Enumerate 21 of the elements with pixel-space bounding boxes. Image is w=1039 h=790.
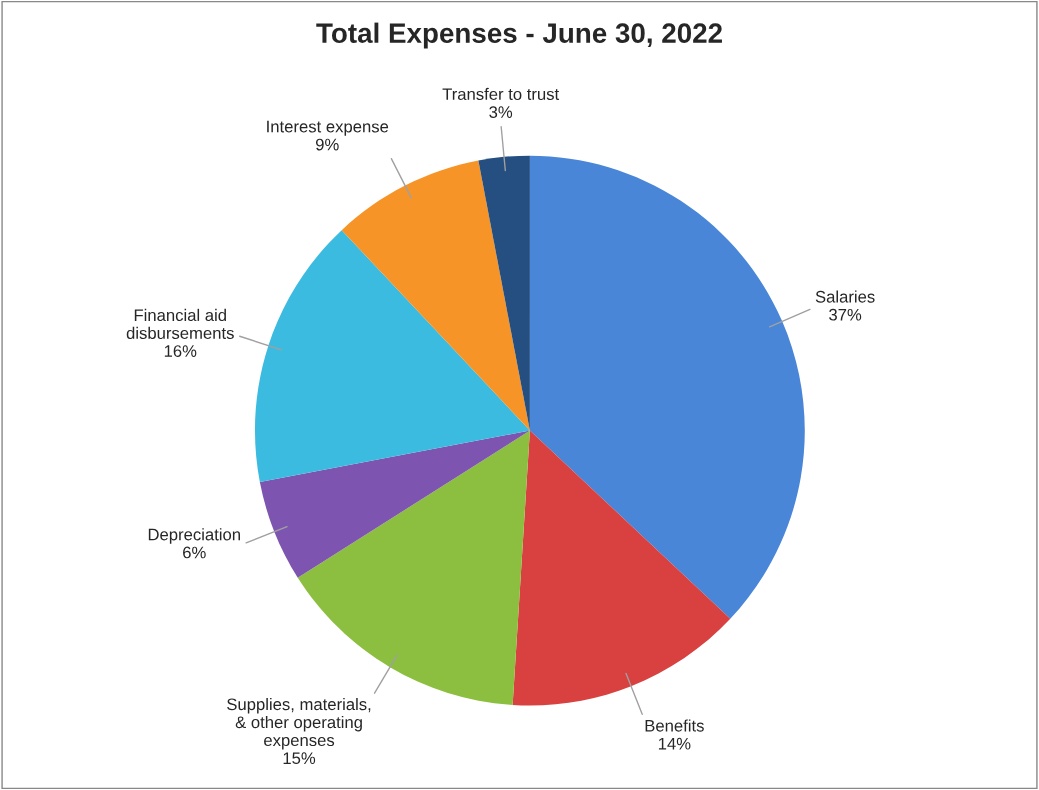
data-label: 6% [183, 546, 206, 559]
data-label: 15% [283, 752, 316, 765]
slice-label: Salaries [815, 290, 875, 303]
slice-label: Interest expense [267, 120, 389, 136]
data-label: 37% [829, 308, 862, 321]
data-label: 16% [164, 345, 197, 357]
slice-label: Benefits [645, 719, 704, 732]
data-label: 9% [315, 138, 339, 151]
pie-slice [259, 430, 530, 578]
slice-label: Transfer to trust [442, 87, 560, 101]
pie-slice [341, 160, 530, 431]
slice-label: Supplies, materials, & other operating expenses [227, 697, 371, 750]
pie-slice [529, 155, 805, 619]
pie-slice [255, 230, 530, 483]
slice-label: Depreciation [148, 528, 240, 544]
pie-slice [478, 155, 530, 431]
data-label: 3% [489, 106, 513, 118]
slice-label: Financial aid disbursements [126, 308, 234, 340]
chart-title: Total Expenses - June 30, 2022 [316, 22, 722, 49]
data-label: 14% [658, 737, 691, 750]
pie-slice [512, 430, 731, 706]
